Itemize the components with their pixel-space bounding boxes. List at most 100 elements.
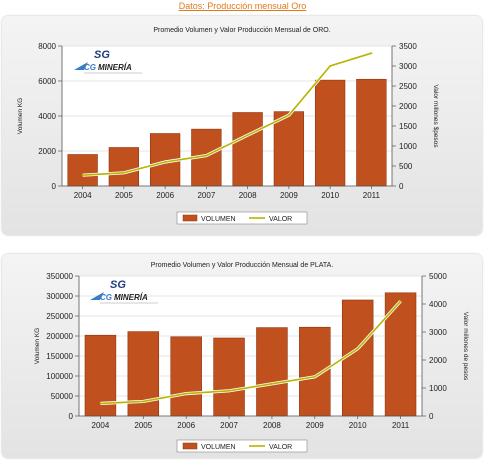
bar-volumen <box>256 327 288 417</box>
x-tick-label: 2005 <box>134 421 152 430</box>
logo-cg-text: CG <box>100 293 112 302</box>
x-tick-label: 2007 <box>220 421 238 430</box>
point-valor <box>313 375 316 378</box>
y-tick-label: 0 <box>52 182 57 191</box>
bar-volumen <box>213 337 245 417</box>
point-valor <box>81 174 84 177</box>
y-axis-label: Volumen KG <box>34 328 41 365</box>
chart-title: Promedio Volumen y Valor Producción Mens… <box>153 27 330 34</box>
y2-tick-label: 4000 <box>429 300 447 309</box>
legend-label-volumen: VOLUMEN <box>201 444 236 451</box>
point-valor <box>228 389 230 392</box>
y2-tick-label: 2000 <box>429 356 447 365</box>
point-valor <box>329 65 332 67</box>
x-tick-label: 2010 <box>349 421 367 430</box>
bar-volumen <box>232 112 263 187</box>
x-tick-label: 2009 <box>280 191 298 200</box>
y2-tick-label: 3500 <box>399 42 417 51</box>
legend-label-volumen: VOLUMEN <box>201 216 236 223</box>
bar-volumen <box>108 147 140 187</box>
legend-label-valor: VALOR <box>269 216 292 223</box>
bar-volumen <box>67 154 98 187</box>
y-tick-label: 50000 <box>51 392 74 401</box>
silver-chart: Promedio Volumen y Valor Producción Mens… <box>34 262 469 453</box>
point-valor <box>271 382 273 385</box>
x-tick-label: 2011 <box>392 421 410 430</box>
y2-tick-label: 3000 <box>399 62 417 71</box>
y2-tick-label: 1000 <box>429 384 447 393</box>
point-valor <box>164 161 167 163</box>
y2-tick-label: 0 <box>399 182 404 191</box>
silver-chart-panel: Promedio Volumen y Valor Producción Mens… <box>2 254 482 458</box>
x-tick-label: 2006 <box>156 191 174 200</box>
y-tick-label: 4000 <box>38 112 56 121</box>
y-tick-label: 200000 <box>46 332 73 341</box>
y-axis-label: Volumen KG <box>17 98 24 135</box>
line-valor <box>82 52 372 176</box>
bar-volumen <box>341 299 374 417</box>
x-tick-label: 2006 <box>177 421 195 430</box>
point-valor <box>370 52 373 55</box>
logo-sg-text: SG <box>110 279 126 291</box>
y-tick-label: 350000 <box>46 272 73 281</box>
point-valor <box>99 402 102 405</box>
x-tick-label: 2005 <box>115 191 133 200</box>
x-tick-label: 2004 <box>92 421 110 430</box>
y2-tick-label: 2500 <box>399 82 417 91</box>
point-valor <box>399 300 402 303</box>
bar-volumen <box>314 79 346 187</box>
logo-arrow-icon <box>74 62 88 70</box>
point-valor <box>287 114 290 117</box>
logo-cg-text: CG <box>84 63 96 72</box>
y-tick-label: 300000 <box>46 292 73 301</box>
logo-mineria-text: MINERÍA <box>98 63 132 72</box>
y2-tick-label: 1000 <box>399 142 417 151</box>
logo-sg-text: SG <box>94 49 110 61</box>
gold-chart: Promedio Volumen y Valor Producción Mens… <box>17 27 439 225</box>
y-tick-label: 0 <box>69 412 74 421</box>
y2-axis-label: Valor millones $pesos <box>432 84 439 148</box>
chart-title: Promedio Volumen y Valor Producción Mens… <box>151 262 334 269</box>
x-tick-label: 2010 <box>321 191 339 200</box>
production-data-link[interactable]: Datos: Producción mensual Oro <box>178 1 307 11</box>
line-valor <box>100 300 402 405</box>
y2-tick-label: 3000 <box>429 328 447 337</box>
x-tick-label: 2008 <box>263 421 281 430</box>
cg-mineria-logo: SG CG MINERÍA <box>74 49 142 74</box>
x-tick-label: 2004 <box>74 191 92 200</box>
bar-volumen <box>356 78 387 187</box>
point-valor <box>246 134 249 137</box>
point-valor <box>356 347 359 350</box>
x-tick-label: 2008 <box>239 191 257 200</box>
legend-box <box>176 439 308 453</box>
legend-label-valor: VALOR <box>269 444 292 451</box>
y-tick-label: 100000 <box>46 372 73 381</box>
bar-volumen <box>273 111 305 187</box>
y-tick-label: 6000 <box>38 77 56 86</box>
x-tick-label: 2009 <box>306 421 324 430</box>
y2-tick-label: 2000 <box>399 102 417 111</box>
gold-chart-panel: Promedio Volumen y Valor Producción Mens… <box>2 16 482 235</box>
y2-tick-label: 5000 <box>429 272 447 281</box>
x-tick-label: 2011 <box>363 191 381 200</box>
point-valor <box>122 171 125 174</box>
cg-mineria-logo: SG CG MINERÍA <box>90 279 158 304</box>
legend-box <box>176 211 308 225</box>
y2-axis-label: Valor millones de pesos <box>462 312 469 381</box>
y-tick-label: 150000 <box>46 352 73 361</box>
logo-mineria-text: MINERÍA <box>114 293 148 302</box>
y2-tick-label: 500 <box>399 162 413 171</box>
y-tick-label: 250000 <box>46 312 73 321</box>
y-tick-label: 8000 <box>38 42 56 51</box>
y2-tick-label: 1500 <box>399 122 417 131</box>
x-tick-label: 2007 <box>197 191 215 200</box>
legend-swatch-volumen <box>182 214 198 222</box>
point-valor <box>205 154 208 157</box>
bar-volumen <box>170 336 202 417</box>
point-valor <box>142 400 145 403</box>
y2-tick-label: 0 <box>429 412 434 421</box>
logo-arrow-icon <box>90 292 104 300</box>
point-valor <box>185 392 188 395</box>
legend-swatch-volumen <box>182 442 198 450</box>
y-tick-label: 2000 <box>38 147 56 156</box>
